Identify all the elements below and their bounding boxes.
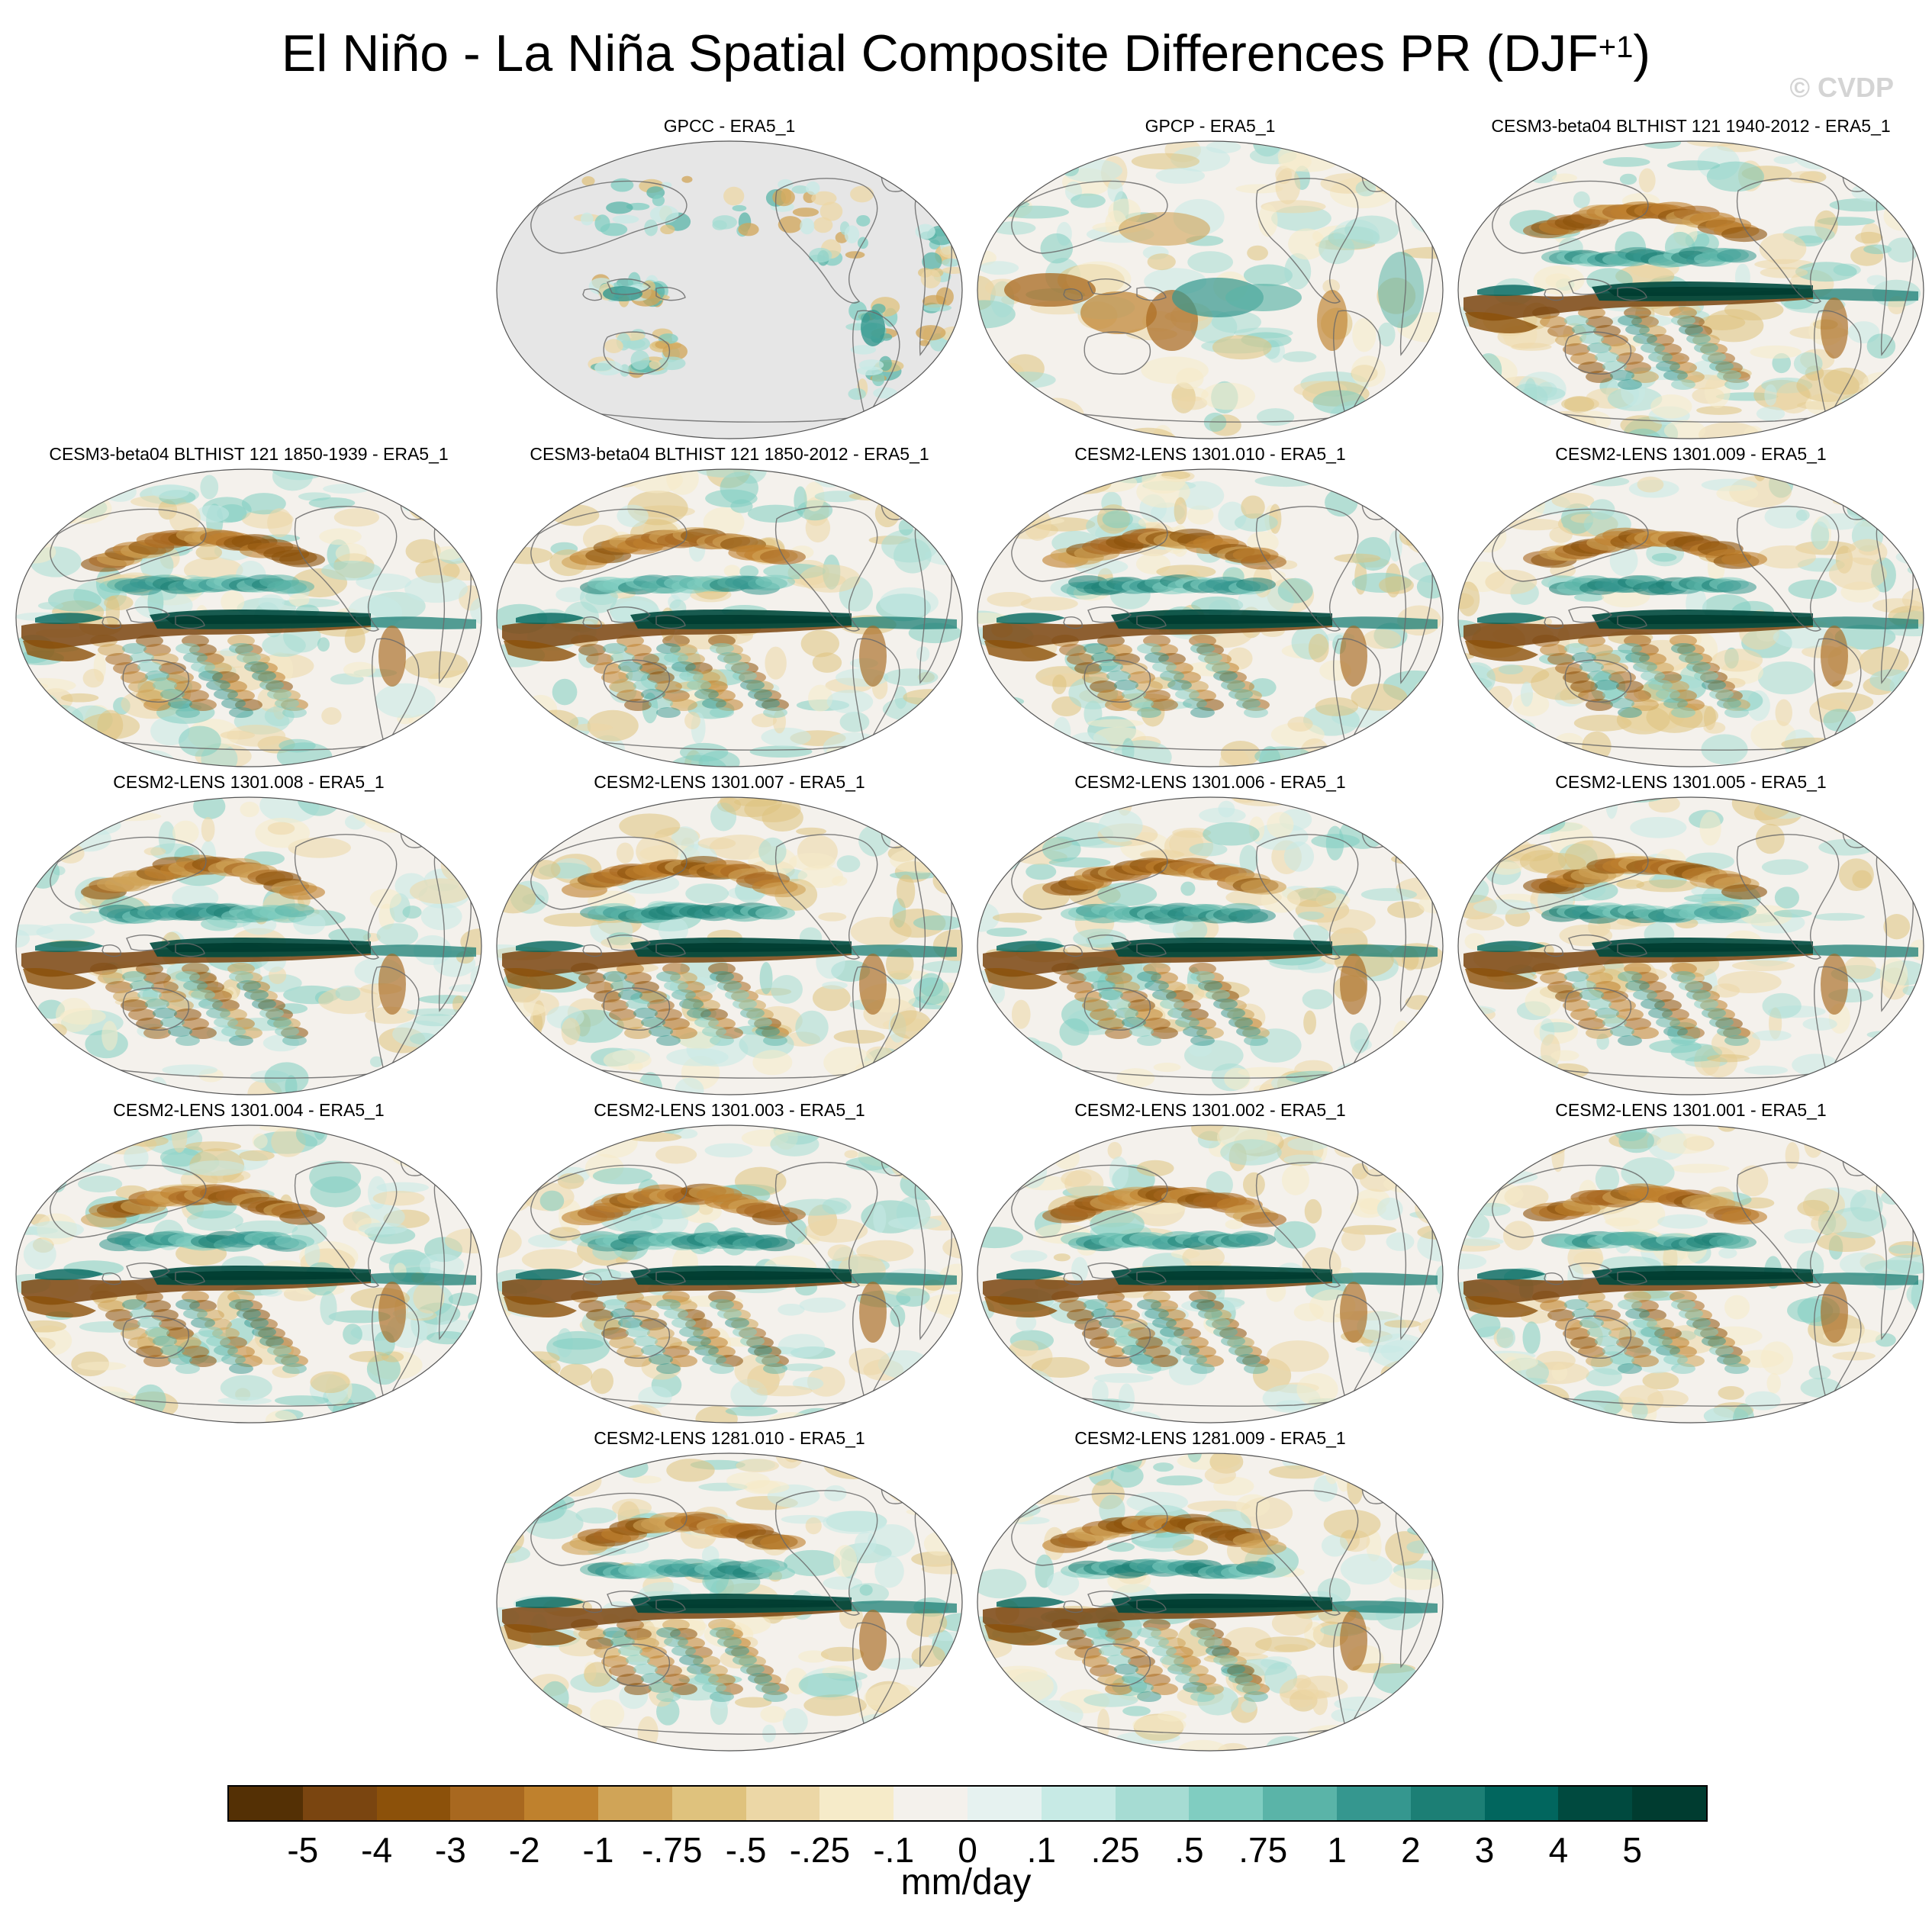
map-panel: CESM2-LENS 1301.010 - ERA5_1 [974, 442, 1447, 770]
colorbar-swatch [1189, 1787, 1264, 1820]
colorbar-tick-label: -4 [361, 1830, 393, 1870]
figure-title-text: El Niño - La Niña Spatial Composite Diff… [281, 24, 1599, 82]
colorbar-swatch [376, 1787, 451, 1820]
world-map [496, 1124, 963, 1424]
map-panel: CESM2-LENS 1281.009 - ERA5_1 [974, 1427, 1447, 1755]
colorbar-swatch [1410, 1787, 1485, 1820]
world-map [496, 1452, 963, 1752]
colorbar-tick-label: -3 [434, 1830, 466, 1870]
map-panel-title: CESM2-LENS 1301.004 - ERA5_1 [113, 1100, 385, 1120]
colorbar-tick-label: -1 [582, 1830, 614, 1870]
world-map [1457, 140, 1924, 439]
colorbar-tick-label: .5 [1174, 1830, 1204, 1870]
map-panel-title: CESM2-LENS 1281.010 - ERA5_1 [594, 1428, 865, 1448]
map-panel-title: CESM2-LENS 1301.006 - ERA5_1 [1074, 772, 1346, 792]
map-panel-title: CESM2-LENS 1301.001 - ERA5_1 [1555, 1100, 1827, 1120]
colorbar-tick-label: .1 [1026, 1830, 1056, 1870]
colorbar-swatch [1484, 1787, 1559, 1820]
map-panel: GPCP - ERA5_1 [974, 114, 1447, 442]
colorbar-swatches [227, 1785, 1708, 1822]
figure-title-close: ) [1633, 24, 1651, 82]
colorbar-swatch [745, 1787, 820, 1820]
map-panel-title: CESM2-LENS 1281.009 - ERA5_1 [1074, 1428, 1346, 1448]
colorbar-tick-label: 5 [1622, 1830, 1642, 1870]
world-map [15, 1124, 482, 1424]
world-map [977, 140, 1444, 439]
map-panel: CESM2-LENS 1301.004 - ERA5_1 [12, 1099, 485, 1427]
map-panel: CESM2-LENS 1301.006 - ERA5_1 [974, 770, 1447, 1099]
cvdp-watermark: © CVDP [1789, 72, 1894, 103]
map-panel-title: CESM2-LENS 1301.002 - ERA5_1 [1074, 1100, 1346, 1120]
colorbar-tick-label: 3 [1474, 1830, 1495, 1870]
map-panel: CESM2-LENS 1301.009 - ERA5_1 [1454, 442, 1927, 770]
colorbar-swatch [819, 1787, 894, 1820]
map-panel: CESM3-beta04 BLTHIST 121 1850-2012 - ERA… [493, 442, 966, 770]
world-map [1457, 796, 1924, 1095]
colorbar: -5 -4 -3 -2 -1 -.75 -.5 -.25 -.1 0 .1 .25 .5 .75 1 2 3 4 5 [227, 1785, 1708, 1870]
map-panel: CESM2-LENS 1301.007 - ERA5_1 [493, 770, 966, 1099]
colorbar-tick-label: 0 [958, 1830, 977, 1870]
colorbar-swatch [1041, 1787, 1116, 1820]
map-panel: CESM2-LENS 1281.010 - ERA5_1 [493, 1427, 966, 1755]
map-panel-title: CESM2-LENS 1301.008 - ERA5_1 [113, 772, 385, 792]
map-panel-title: CESM3-beta04 BLTHIST 121 1940-2012 - ERA… [1491, 116, 1891, 136]
world-map [977, 1124, 1444, 1424]
world-map [15, 468, 482, 767]
colorbar-swatch [1336, 1787, 1411, 1820]
colorbar-tick-label: -.5 [725, 1830, 767, 1870]
colorbar-swatch [597, 1787, 672, 1820]
colorbar-swatch [524, 1787, 598, 1820]
colorbar-swatch [894, 1787, 968, 1820]
map-panel-title: CESM3-beta04 BLTHIST 121 1850-2012 - ERA… [530, 444, 929, 464]
world-map [496, 140, 963, 439]
map-panel: CESM2-LENS 1301.001 - ERA5_1 [1454, 1099, 1927, 1427]
world-map [1457, 1124, 1924, 1424]
colorbar-tick-label: 2 [1401, 1830, 1421, 1870]
world-map [496, 468, 963, 767]
colorbar-swatch [671, 1787, 746, 1820]
colorbar-swatch [229, 1787, 303, 1820]
map-panel-title: CESM2-LENS 1301.010 - ERA5_1 [1074, 444, 1346, 464]
colorbar-swatch [967, 1787, 1042, 1820]
map-panel: CESM2-LENS 1301.003 - ERA5_1 [493, 1099, 966, 1427]
world-map [977, 1452, 1444, 1752]
colorbar-swatch [1115, 1787, 1190, 1820]
world-map [1457, 468, 1924, 767]
colorbar-tick-label: -5 [287, 1830, 319, 1870]
colorbar-swatch [1632, 1787, 1706, 1820]
colorbar-swatch [1263, 1787, 1337, 1820]
map-panel-title: GPCP - ERA5_1 [1145, 116, 1276, 136]
figure-title-superscript: +1 [1598, 31, 1634, 64]
map-panel-title: CESM2-LENS 1301.007 - ERA5_1 [594, 772, 865, 792]
colorbar-swatch [450, 1787, 525, 1820]
map-panel: CESM3-beta04 BLTHIST 121 1940-2012 - ERA… [1454, 114, 1927, 442]
map-panel-title: CESM2-LENS 1301.005 - ERA5_1 [1555, 772, 1827, 792]
figure-title: El Niño - La Niña Spatial Composite Diff… [0, 23, 1932, 84]
world-map [977, 796, 1444, 1095]
world-map [496, 796, 963, 1095]
colorbar-tick-label: 4 [1548, 1830, 1569, 1870]
colorbar-swatch [302, 1787, 377, 1820]
map-panel: CESM2-LENS 1301.005 - ERA5_1 [1454, 770, 1927, 1099]
colorbar-tick-label: .75 [1238, 1830, 1288, 1870]
colorbar-swatch [1558, 1787, 1633, 1820]
colorbar-tick-label: 1 [1327, 1830, 1347, 1870]
map-panel: GPCC - ERA5_1 [493, 114, 966, 442]
world-map [977, 468, 1444, 767]
colorbar-units: mm/day [900, 1862, 1032, 1903]
map-panel: CESM2-LENS 1301.008 - ERA5_1 [12, 770, 485, 1099]
map-panel-title: CESM3-beta04 BLTHIST 121 1850-1939 - ERA… [49, 444, 449, 464]
map-panel-title: CESM2-LENS 1301.009 - ERA5_1 [1555, 444, 1827, 464]
colorbar-tick-label: -.1 [873, 1830, 915, 1870]
world-map [15, 796, 482, 1095]
map-panel: CESM3-beta04 BLTHIST 121 1850-1939 - ERA… [12, 442, 485, 770]
map-panel-title: GPCC - ERA5_1 [663, 116, 796, 136]
colorbar-labels: -5 -4 -3 -2 -1 -.75 -.5 -.25 -.1 0 .1 .25 .5 .75 1 2 3 4 5 [227, 1829, 1708, 1875]
colorbar-tick-label: -.25 [789, 1830, 851, 1870]
map-panel: CESM2-LENS 1301.002 - ERA5_1 [974, 1099, 1447, 1427]
colorbar-tick-label: .25 [1090, 1830, 1140, 1870]
colorbar-tick-label: -.75 [642, 1830, 703, 1870]
map-panel-title: CESM2-LENS 1301.003 - ERA5_1 [594, 1100, 865, 1120]
colorbar-tick-label: -2 [508, 1830, 540, 1870]
